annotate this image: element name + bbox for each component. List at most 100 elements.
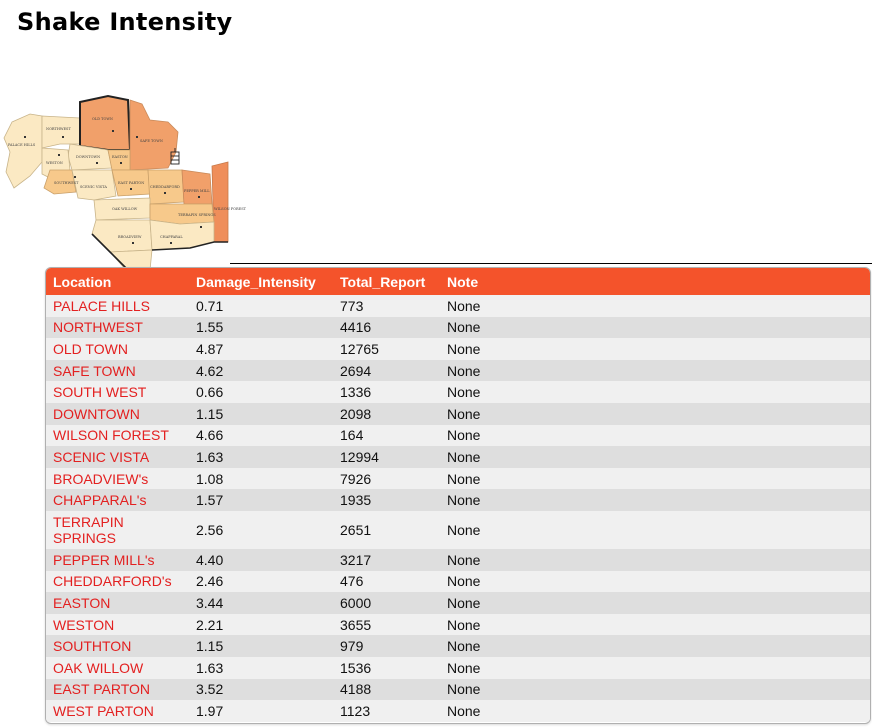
shake-intensity-table: Location Damage_Intensity Total_Report N… bbox=[45, 267, 871, 724]
svg-text:DOWNTOWN: DOWNTOWN bbox=[76, 155, 100, 159]
location-cell[interactable]: CHEDDARFORD's bbox=[53, 573, 172, 590]
table-row: SAFE TOWN 4.62 2694 None bbox=[46, 359, 870, 382]
location-cell[interactable]: TERRAPIN SPRINGS bbox=[53, 513, 124, 546]
total-report-cell: 1536 bbox=[340, 659, 372, 676]
note-cell: None bbox=[447, 470, 481, 487]
svg-text:TERRAPIN SPRINGS: TERRAPIN SPRINGS bbox=[178, 213, 216, 217]
svg-text:WESTON: WESTON bbox=[46, 161, 63, 165]
total-report-cell: 2098 bbox=[340, 405, 372, 422]
note-cell: None bbox=[447, 521, 481, 538]
table-row: OAK WILLOW 1.63 1536 None bbox=[46, 656, 870, 679]
note-cell: None bbox=[447, 405, 481, 422]
damage-intensity-cell: 2.56 bbox=[196, 521, 224, 538]
note-cell: None bbox=[447, 319, 481, 336]
total-report-cell: 1336 bbox=[340, 384, 372, 401]
location-cell[interactable]: SOUTH WEST bbox=[53, 384, 147, 401]
svg-text:CHAPPARAL: CHAPPARAL bbox=[160, 235, 183, 239]
svg-text:WILSON FOREST: WILSON FOREST bbox=[214, 207, 247, 211]
total-report-cell: 773 bbox=[340, 297, 364, 314]
damage-intensity-cell: 1.55 bbox=[196, 319, 224, 336]
damage-intensity-cell: 3.44 bbox=[196, 594, 224, 611]
location-cell[interactable]: EAST PARTON bbox=[53, 681, 150, 698]
location-cell[interactable]: EASTON bbox=[53, 594, 111, 611]
table-row: WEST PARTON 1.97 1123 None bbox=[46, 700, 870, 722]
column-header-damage-intensity[interactable]: Damage_Intensity bbox=[196, 273, 316, 290]
damage-intensity-cell: 0.66 bbox=[196, 384, 224, 401]
svg-text:OLD TOWN: OLD TOWN bbox=[92, 117, 113, 121]
location-cell[interactable]: WESTON bbox=[53, 616, 115, 633]
damage-intensity-cell: 1.15 bbox=[196, 638, 224, 655]
table-row: CHEDDARFORD's 2.46 476 None bbox=[46, 570, 870, 593]
column-header-location[interactable]: Location bbox=[53, 273, 112, 290]
location-cell[interactable]: PEPPER MILL's bbox=[53, 551, 155, 568]
svg-text:EASTON: EASTON bbox=[112, 155, 128, 159]
total-report-cell: 4416 bbox=[340, 319, 372, 336]
table-row: SOUTH WEST 0.66 1336 None bbox=[46, 381, 870, 403]
damage-intensity-cell: 2.21 bbox=[196, 616, 224, 633]
note-cell: None bbox=[447, 384, 481, 401]
damage-intensity-cell: 4.66 bbox=[196, 427, 224, 444]
table-row: PALACE HILLS 0.71 773 None bbox=[46, 295, 870, 317]
note-cell: None bbox=[447, 448, 481, 465]
location-cell[interactable]: CHAPPARAL's bbox=[53, 492, 147, 509]
district-map-icon: PALACE HILLS NORTHWEST OLD TOWN SAFE TOW… bbox=[0, 92, 250, 270]
damage-intensity-cell: 1.08 bbox=[196, 470, 224, 487]
damage-intensity-cell: 1.97 bbox=[196, 702, 224, 719]
damage-intensity-cell: 4.40 bbox=[196, 551, 224, 568]
svg-text:SCENIC VISTA: SCENIC VISTA bbox=[80, 185, 107, 189]
location-cell[interactable]: OLD TOWN bbox=[53, 340, 128, 357]
note-cell: None bbox=[447, 427, 481, 444]
note-cell: None bbox=[447, 638, 481, 655]
location-cell[interactable]: SAFE TOWN bbox=[53, 362, 136, 379]
location-cell[interactable]: WILSON FOREST bbox=[53, 427, 169, 444]
location-cell[interactable]: BROADVIEW's bbox=[53, 470, 149, 487]
total-report-cell: 2694 bbox=[340, 362, 372, 379]
damage-intensity-cell: 1.57 bbox=[196, 492, 224, 509]
column-header-note[interactable]: Note bbox=[447, 273, 479, 290]
svg-text:SAFE TOWN: SAFE TOWN bbox=[140, 139, 163, 143]
svg-text:NORTHWEST: NORTHWEST bbox=[46, 127, 71, 131]
total-report-cell: 4188 bbox=[340, 681, 372, 698]
table-row: OLD TOWN 4.87 12765 None bbox=[46, 338, 870, 360]
table-header-row: Location Damage_Intensity Total_Report N… bbox=[46, 268, 870, 295]
total-report-cell: 979 bbox=[340, 638, 364, 655]
note-cell: None bbox=[447, 702, 481, 719]
damage-intensity-cell: 1.63 bbox=[196, 659, 224, 676]
svg-text:SOUTHWEST: SOUTHWEST bbox=[54, 181, 79, 185]
note-cell: None bbox=[447, 340, 481, 357]
map-border-line bbox=[230, 263, 872, 264]
note-cell: None bbox=[447, 594, 481, 611]
total-report-cell: 2651 bbox=[340, 521, 372, 538]
svg-text:PALACE HILLS: PALACE HILLS bbox=[8, 143, 36, 147]
location-cell[interactable]: WEST PARTON bbox=[53, 702, 154, 719]
svg-text:EAST PARTON: EAST PARTON bbox=[118, 181, 144, 185]
note-cell: None bbox=[447, 573, 481, 590]
note-cell: None bbox=[447, 616, 481, 633]
note-cell: None bbox=[447, 551, 481, 568]
damage-intensity-cell: 0.71 bbox=[196, 297, 224, 314]
total-report-cell: 1123 bbox=[340, 702, 371, 719]
location-cell[interactable]: OAK WILLOW bbox=[53, 659, 144, 676]
total-report-cell: 1935 bbox=[340, 492, 372, 509]
note-cell: None bbox=[447, 362, 481, 379]
total-report-cell: 12994 bbox=[340, 448, 379, 465]
table-row: WESTON 2.21 3655 None bbox=[46, 613, 870, 636]
location-cell[interactable]: NORTHWEST bbox=[53, 319, 143, 336]
note-cell: None bbox=[447, 659, 481, 676]
table-row: BROADVIEW's 1.08 7926 None bbox=[46, 467, 870, 490]
damage-intensity-cell: 4.62 bbox=[196, 362, 224, 379]
location-cell[interactable]: PALACE HILLS bbox=[53, 297, 151, 314]
table-row: SCENIC VISTA 1.63 12994 None bbox=[46, 446, 870, 468]
table-row: DOWNTOWN 1.15 2098 None bbox=[46, 402, 870, 425]
location-cell[interactable]: SOUTHTON bbox=[53, 638, 132, 655]
total-report-cell: 12765 bbox=[340, 340, 379, 357]
table-row: NORTHWEST 1.55 4416 None bbox=[46, 316, 870, 339]
svg-text:PEPPER MILL: PEPPER MILL bbox=[184, 189, 210, 193]
location-cell[interactable]: DOWNTOWN bbox=[53, 405, 140, 422]
column-header-total-report[interactable]: Total_Report bbox=[340, 273, 426, 290]
table-row: PEPPER MILL's 4.40 3217 None bbox=[46, 548, 870, 571]
damage-intensity-cell: 3.52 bbox=[196, 681, 224, 698]
location-cell[interactable]: SCENIC VISTA bbox=[53, 448, 150, 465]
note-cell: None bbox=[447, 297, 481, 314]
table-row: CHAPPARAL's 1.57 1935 None bbox=[46, 489, 870, 511]
